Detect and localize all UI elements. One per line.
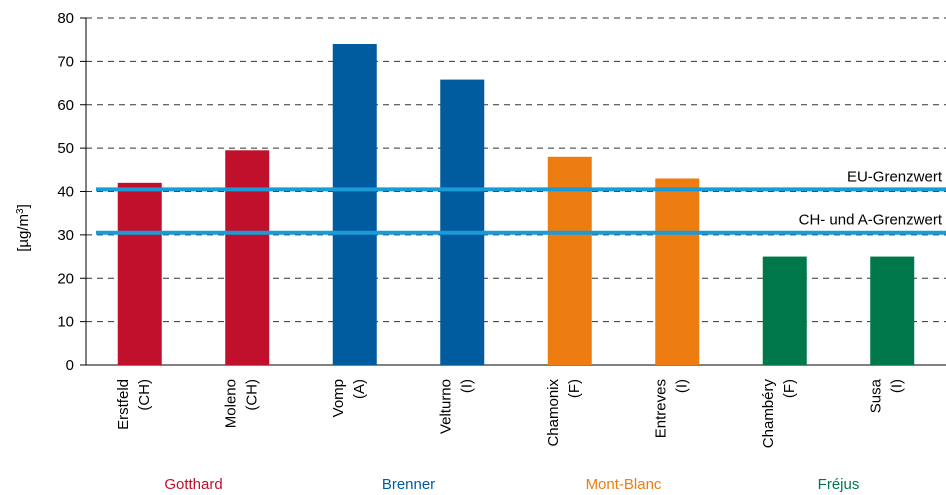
group-label: Mont-Blanc [586,476,662,493]
y-tick-label: 40 [57,184,74,201]
y-tick-label: 0 [66,357,74,374]
y-axis-label: [µg/m3] [15,204,33,252]
bar [870,256,915,365]
reference-line-label: CH- und A-Grenzwert [799,212,943,229]
x-tick-label-country: (I) [888,379,905,393]
grid-lines [86,17,946,323]
y-tick-label: 60 [57,97,74,114]
bars [117,44,915,366]
x-tick-label: Erstfeld [115,379,132,430]
reference-line-label: EU-Grenzwert [847,168,943,185]
bar [762,256,807,365]
bar [655,178,700,365]
bar [332,44,377,366]
x-tick-label-country: (I) [673,379,690,393]
group-label: Fréjus [818,476,860,493]
x-tick-label-country: (F) [781,379,798,398]
x-tick-label: Susa [867,378,884,413]
group-labels: Gotthard Brenner Mont-Blanc Fréjus [164,476,859,493]
y-tick-label: 50 [57,140,74,157]
x-tick-label: Velturno [437,379,454,434]
x-tick-label-country: (CH) [243,379,260,411]
x-tick-label-country: (I) [458,379,475,393]
bar [440,79,485,365]
x-tick-label-country: (CH) [136,379,153,411]
x-tick-label: Entreves [652,379,669,438]
group-label: Gotthard [164,476,222,493]
x-tick-label: Vomp [330,379,347,417]
bar [547,156,592,365]
group-label: Brenner [382,476,435,493]
x-tick-label: Chamonix [545,379,562,447]
x-tick-label: Chambéry [760,379,777,449]
y-tick-label: 80 [57,10,74,27]
y-tick-label: 30 [57,227,74,244]
x-axis-labels: Erstfeld (CH) Moleno (CH) Vomp (A) Velturno (I)… [115,378,906,448]
x-tick-label-country: (A) [351,379,368,399]
y-tick-label: 20 [57,270,74,287]
bar [117,182,162,365]
x-tick-label: Moleno [222,379,239,428]
reference-lines: EU-Grenzwert CH- und A-Grenzwert [96,168,946,235]
bar [225,150,270,365]
y-tick-label: 10 [57,314,74,331]
y-tick-label: 70 [57,53,74,70]
x-tick-label-country: (F) [566,379,583,398]
